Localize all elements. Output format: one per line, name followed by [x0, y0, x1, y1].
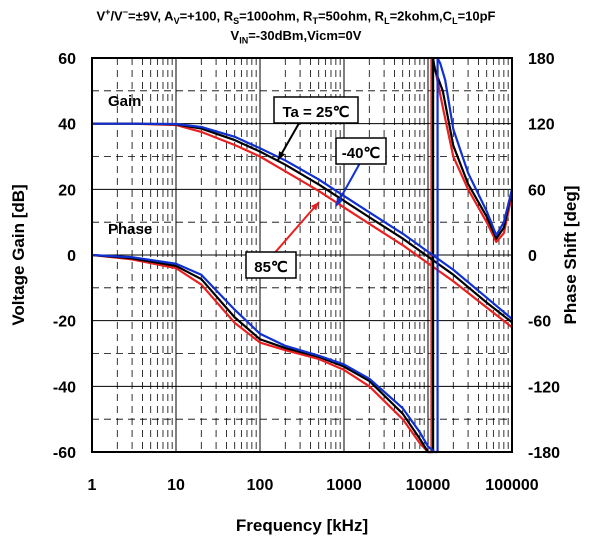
x-tick-label: 100 [247, 477, 274, 494]
ta25-label: Ta = 25℃ [282, 104, 349, 121]
minus40-arrow-head [336, 197, 344, 206]
y-right-tick-label: 60 [528, 182, 546, 199]
y-left-tick-label: 60 [58, 51, 76, 68]
y-right-tick-label: -60 [528, 314, 551, 331]
annotations: Gain Phase Ta = 25℃ -40℃ 85℃ [108, 93, 387, 279]
y-right-tick-label: 120 [528, 117, 555, 134]
x-axis-title: Frequency [kHz] [236, 516, 368, 535]
gain-series-c85 [92, 122, 513, 329]
x-tick-label: 1 [88, 477, 97, 494]
c85-label-box [245, 251, 297, 279]
y-axis-title-left: Voltage Gain [dB] [9, 184, 28, 325]
ta25-label-box [273, 96, 359, 124]
plot-frame [91, 57, 513, 453]
series-layer [91, 56, 514, 454]
phase-series-ta25 [91, 56, 514, 454]
gain-label: Gain [108, 93, 141, 110]
x-tick-label: 100000 [485, 477, 538, 494]
chart-title-line-2: VIN=-30dBm,Vicm=0V [230, 28, 362, 46]
minus40-label-box [335, 137, 387, 165]
y-left-tick-label: 0 [67, 248, 76, 265]
y-left-tick-label: 40 [58, 117, 76, 134]
c85-arrow [271, 201, 320, 257]
phase-series-minus40 [91, 56, 514, 454]
chart-title-line-1: V+/V−=±9V, AV=+100, RS=100ohm, RT=50ohm,… [96, 7, 496, 26]
x-tick-label: 1000 [326, 477, 362, 494]
y-right-tick-label: -180 [528, 445, 560, 462]
c85-label: 85℃ [254, 259, 288, 276]
x-tick-label: 10000 [406, 477, 451, 494]
y-left-tick-label: -60 [53, 445, 76, 462]
c85-arrow-head [310, 202, 319, 211]
phase-series-c85 [91, 56, 514, 454]
y-left-tick-label: -20 [53, 314, 76, 331]
y-right-tick-label: -120 [528, 379, 560, 396]
y-axis-title-right: Phase Shift [deg] [561, 186, 580, 325]
y-left-tick-label: -40 [53, 379, 76, 396]
ta25-arrow-head [278, 151, 286, 160]
y-right-tick-label: 0 [528, 248, 537, 265]
y-left-tick-label: 20 [58, 182, 76, 199]
x-tick-label: 10 [167, 477, 185, 494]
minus40-label: -40℃ [342, 145, 381, 162]
y-right-tick-label: 180 [528, 51, 555, 68]
tick-labels: 1 10 100 1000 10000 100000 60 40 20 0 -20 -40 -60 180… [53, 51, 560, 494]
gain-series-minus40 [92, 122, 513, 320]
phase-label: Phase [108, 221, 152, 238]
